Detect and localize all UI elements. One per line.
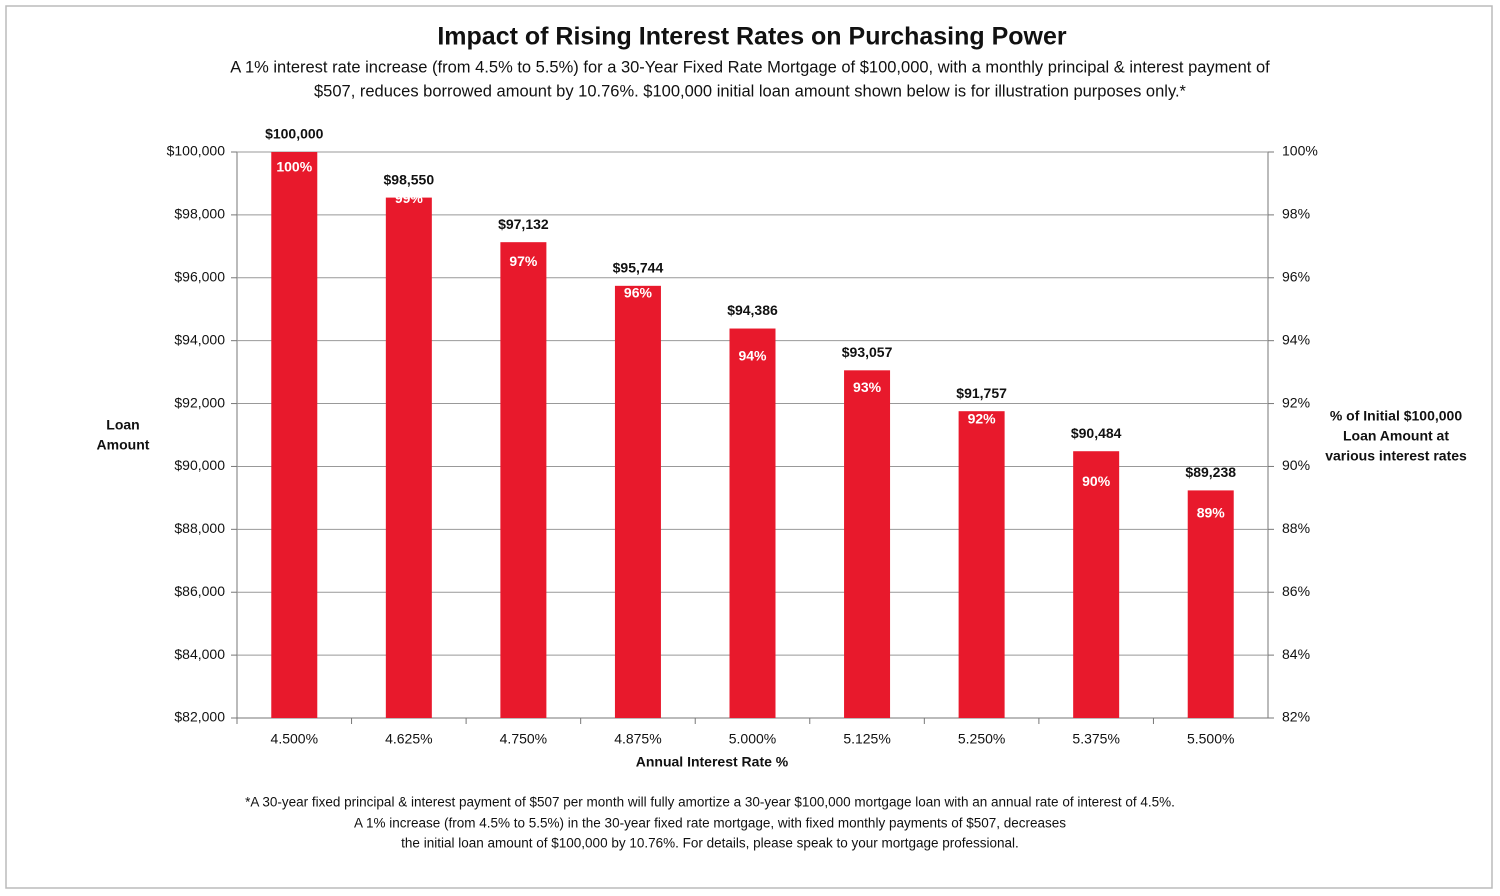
x-tick-label: 5.250% <box>958 731 1005 747</box>
y2-axis-title: various interest rates <box>1325 448 1467 464</box>
percent-label: 100% <box>276 159 312 175</box>
x-tick-label: 5.125% <box>843 731 890 747</box>
y-tick-label: $82,000 <box>174 709 225 725</box>
frame <box>5 5 1493 889</box>
subtitle: $507, reduces borrowed amount by 10.76%.… <box>314 82 1187 100</box>
value-label: $97,132 <box>498 216 549 232</box>
footnote: A 1% increase (from 4.5% to 5.5%) in the… <box>354 816 1066 831</box>
value-label: $100,000 <box>265 126 324 142</box>
percent-label: 89% <box>1197 505 1226 521</box>
y-tick-label: $98,000 <box>174 206 225 222</box>
value-label: $89,238 <box>1185 464 1236 480</box>
bar <box>729 328 776 718</box>
value-label: $95,744 <box>613 260 664 276</box>
y-axis-title: Amount <box>97 437 150 453</box>
x-tick-label: 5.375% <box>1072 731 1119 747</box>
y-tick-label: $90,000 <box>174 457 225 473</box>
value-label: $94,386 <box>727 302 778 318</box>
value-label: $98,550 <box>384 171 435 187</box>
y-tick-label: $92,000 <box>174 394 225 410</box>
bar <box>844 370 891 718</box>
footnote: *A 30-year fixed principal & interest pa… <box>245 795 1175 810</box>
x-tick-label: 4.625% <box>385 731 432 747</box>
percent-label: 94% <box>738 347 767 363</box>
bar <box>614 285 661 718</box>
percent-label: 96% <box>624 284 653 300</box>
y2-tick-label: 94% <box>1282 331 1310 347</box>
x-tick-label: 4.500% <box>271 731 318 747</box>
percent-label: 97% <box>509 253 538 269</box>
percent-label: 93% <box>853 379 882 395</box>
bar <box>385 197 432 718</box>
y2-tick-label: 90% <box>1282 457 1310 473</box>
y-tick-label: $100,000 <box>167 143 226 159</box>
x-axis-title: Annual Interest Rate % <box>636 754 789 770</box>
bar <box>1073 451 1120 718</box>
chart-title: Impact of Rising Interest Rates on Purch… <box>437 23 1067 51</box>
y2-axis-title: Loan Amount at <box>1343 428 1449 444</box>
y-axis-title: Loan <box>106 417 139 433</box>
bar <box>958 411 1005 718</box>
y2-tick-label: 82% <box>1282 709 1310 725</box>
percent-label: 99% <box>395 190 424 206</box>
subtitle: A 1% interest rate increase (from 4.5% t… <box>230 58 1270 76</box>
x-tick-label: 5.500% <box>1187 731 1234 747</box>
y2-tick-label: 100% <box>1282 143 1318 159</box>
value-label: $91,757 <box>956 385 1007 401</box>
y2-tick-label: 98% <box>1282 206 1310 222</box>
x-tick-label: 4.875% <box>614 731 661 747</box>
bar <box>1187 490 1234 718</box>
bar <box>500 242 547 718</box>
percent-label: 90% <box>1082 473 1111 489</box>
y2-tick-label: 88% <box>1282 520 1310 536</box>
x-tick-label: 5.000% <box>729 731 776 747</box>
footnote: the initial loan amount of $100,000 by 1… <box>401 836 1019 851</box>
y-tick-label: $94,000 <box>174 331 225 347</box>
value-label: $90,484 <box>1071 425 1122 441</box>
y-tick-label: $84,000 <box>174 646 225 662</box>
y2-tick-label: 86% <box>1282 583 1310 599</box>
y-tick-label: $86,000 <box>174 583 225 599</box>
y2-tick-label: 84% <box>1282 646 1310 662</box>
percent-label: 92% <box>968 410 997 426</box>
y-tick-label: $96,000 <box>174 268 225 284</box>
y2-tick-label: 92% <box>1282 394 1310 410</box>
y2-tick-label: 96% <box>1282 268 1310 284</box>
value-label: $93,057 <box>842 344 893 360</box>
x-tick-label: 4.750% <box>500 731 547 747</box>
bar <box>271 152 318 718</box>
y2-axis-title: % of Initial $100,000 <box>1330 408 1462 424</box>
y-tick-label: $88,000 <box>174 520 225 536</box>
